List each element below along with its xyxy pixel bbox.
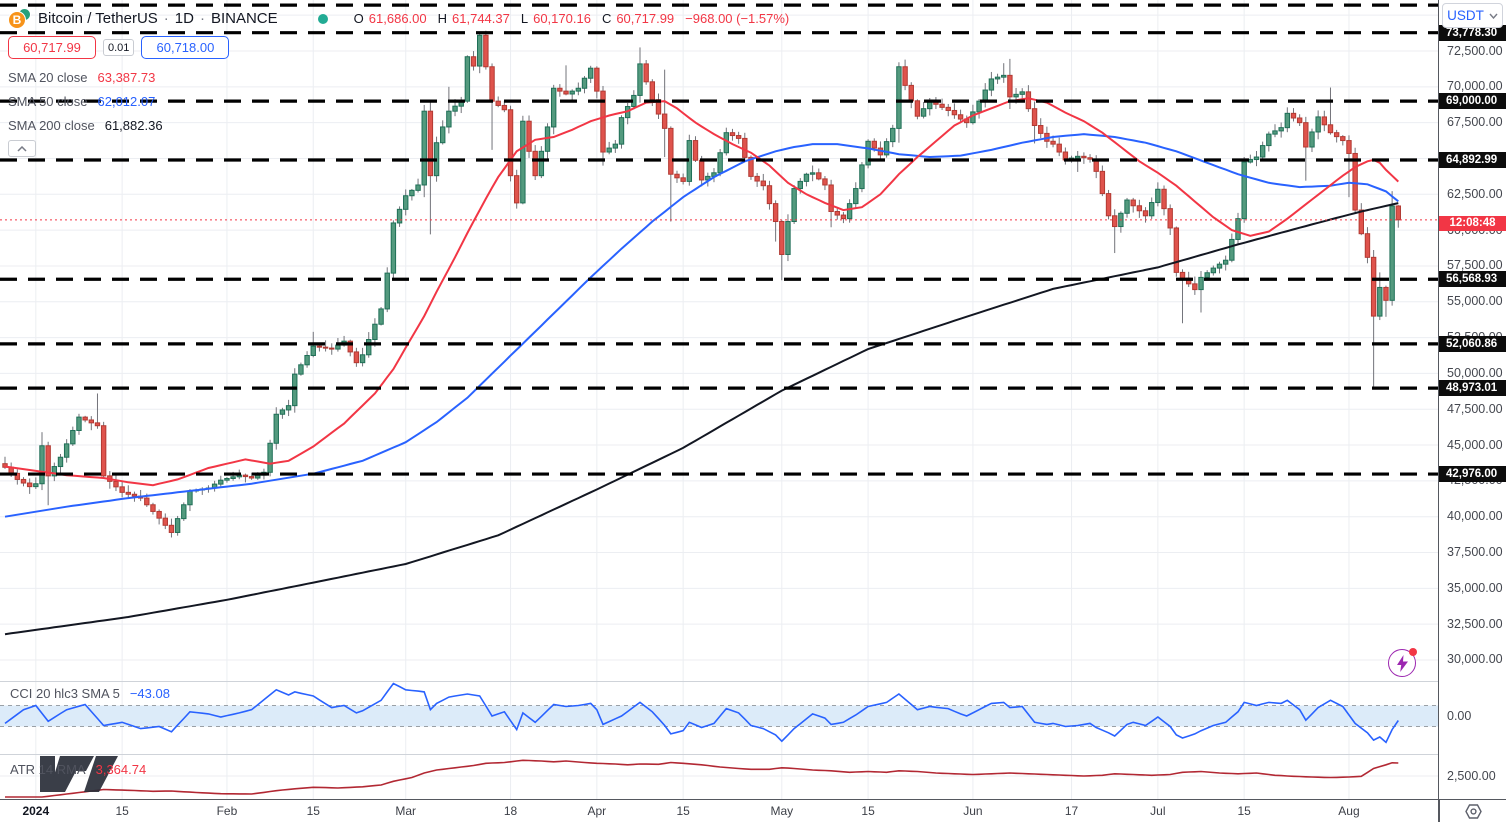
indicator-row-sma20[interactable]: SMA 20 close 63,387.73 [8,69,156,85]
time-label: Aug [1338,804,1360,818]
pane-separator[interactable] [0,681,1438,682]
change-value: −968.00 (−1.57%) [685,11,790,26]
price-tick-label: 62,500.00 [1447,186,1503,201]
price-tick-label: 37,500.00 [1447,545,1503,560]
open-value: 61,686.00 [368,11,427,26]
price-tick-label: 72,500.00 [1447,43,1503,58]
close-value: 60,717.99 [616,11,675,26]
time-label: 17 [1064,804,1079,818]
cci-band [0,705,1438,727]
cci-value: −43.08 [129,686,170,701]
sma50-value: 62,012.07 [97,93,156,109]
sell-button[interactable]: 60,717.99 [8,36,96,59]
price-level-label: 69,000.00 [1439,93,1506,110]
price-level-label: 42,976.00 [1439,466,1506,483]
time-label: 18 [503,804,518,818]
time-label: Jul [1150,804,1166,818]
currency-unit-button[interactable]: USDT [1442,3,1503,28]
sma20-line [4,97,1399,487]
price-level-label: 73,778.30 [1439,24,1506,41]
low-value: 60,170.16 [533,11,591,26]
atr-legend[interactable]: ATR 14 RMA 3,364.74 [10,762,147,777]
main-price-pane[interactable] [0,0,1438,681]
instant-trading-button[interactable] [1388,648,1417,677]
lightning-icon [1396,654,1408,672]
time-label: Feb [216,804,238,818]
bitcoin-coin-icon: B [8,10,26,29]
time-label: May [770,804,794,818]
price-level-label: 48,973.01 [1439,380,1506,397]
atr-line [5,759,1399,798]
gear-icon [1464,803,1482,819]
price-scale[interactable]: USDT 72,500.00 70,000.00 67,500.00 62,500.0… [1439,0,1506,799]
cci-zero-tick: 0.00 [1447,708,1472,723]
tradingview-watermark-logo [40,756,118,792]
indicator-row-sma200[interactable]: SMA 200 close 61,882.36 [8,117,163,133]
sma20-value: 63,387.73 [97,69,156,85]
time-label: Jun [963,804,983,818]
atr-tick-label: 2,500.00 [1447,768,1496,783]
bar-countdown-label: 12:08:48 [1439,215,1506,231]
time-label: 15 [306,804,320,818]
market-status-icon[interactable] [317,13,328,24]
symbol-title-row[interactable]: B Bitcoin / TetherUS · 1D · BINANCE O 61,… [8,6,795,31]
chart-legend: B Bitcoin / TetherUS · 1D · BINANCE O 61,… [8,6,795,157]
time-axis[interactable]: 2024 15 Feb 15 Mar 18 Apr 15 May 15 Jun 17 Jul 15 Aug [0,800,1506,822]
price-level-label: 64,892.99 [1439,152,1506,168]
cci-pane[interactable] [0,681,1438,754]
symbol-pair-logo: B [8,7,32,30]
price-level-label: 52,060.86 [1439,335,1506,352]
time-label: Apr [587,804,607,818]
time-label: 2024 [22,804,50,818]
atr-pane[interactable] [0,754,1438,799]
cci-legend[interactable]: CCI 20 hlc3 SMA 5 −43.08 [10,686,170,701]
price-tick-label: 67,500.00 [1447,115,1503,130]
high-value: 61,744.37 [452,11,510,26]
sma200-value: 61,882.36 [104,117,163,133]
legend-collapse-button[interactable] [8,140,36,157]
price-scale-border [1438,0,1439,822]
indicator-row-sma50[interactable]: SMA 50 close 62,012.07 [8,93,156,109]
price-tick-label: 32,500.00 [1447,616,1503,631]
time-label: 15 [115,804,129,818]
sma200-line [4,202,1399,636]
price-tick-label: 50,000.00 [1447,365,1503,380]
price-tick-label: 55,000.00 [1447,294,1503,309]
atr-value: 3,364.74 [95,762,147,777]
price-level-label: 56,568.93 [1439,271,1506,288]
axis-settings-button[interactable] [1439,800,1506,822]
time-label: 15 [1237,804,1251,818]
buy-button[interactable]: 60,718.00 [141,36,230,59]
sma50-line [4,133,1399,518]
cci-line [4,682,1399,744]
exchange-label: BINANCE [210,10,278,27]
time-label: Mar [395,804,417,818]
ohlc-readout: O 61,686.00 H 61,744.37 L 60,170.16 C 60,717… [353,11,790,26]
price-tick-label: 40,000.00 [1447,509,1503,524]
chevron-up-icon [17,145,27,152]
chevron-down-icon [1489,13,1498,19]
price-tick-label: 57,500.00 [1447,258,1503,273]
symbol-name[interactable]: Bitcoin / TetherUS [38,10,158,27]
trade-buttons-row: 60,717.99 0.01 60,718.00 [8,36,795,59]
spread-label: 0.01 [103,39,135,56]
price-tick-label: 35,000.00 [1447,580,1503,595]
interval-label[interactable]: 1D [174,10,194,27]
pane-separator[interactable] [0,754,1438,755]
time-axis-border [0,799,1506,800]
price-tick-label: 45,000.00 [1447,437,1503,452]
time-label: 15 [676,804,690,818]
price-tick-label: 30,000.00 [1447,652,1503,667]
price-tick-label: 70,000.00 [1447,79,1503,94]
notification-dot [1409,648,1417,656]
time-label: 15 [861,804,875,818]
price-tick-label: 47,500.00 [1447,401,1503,416]
